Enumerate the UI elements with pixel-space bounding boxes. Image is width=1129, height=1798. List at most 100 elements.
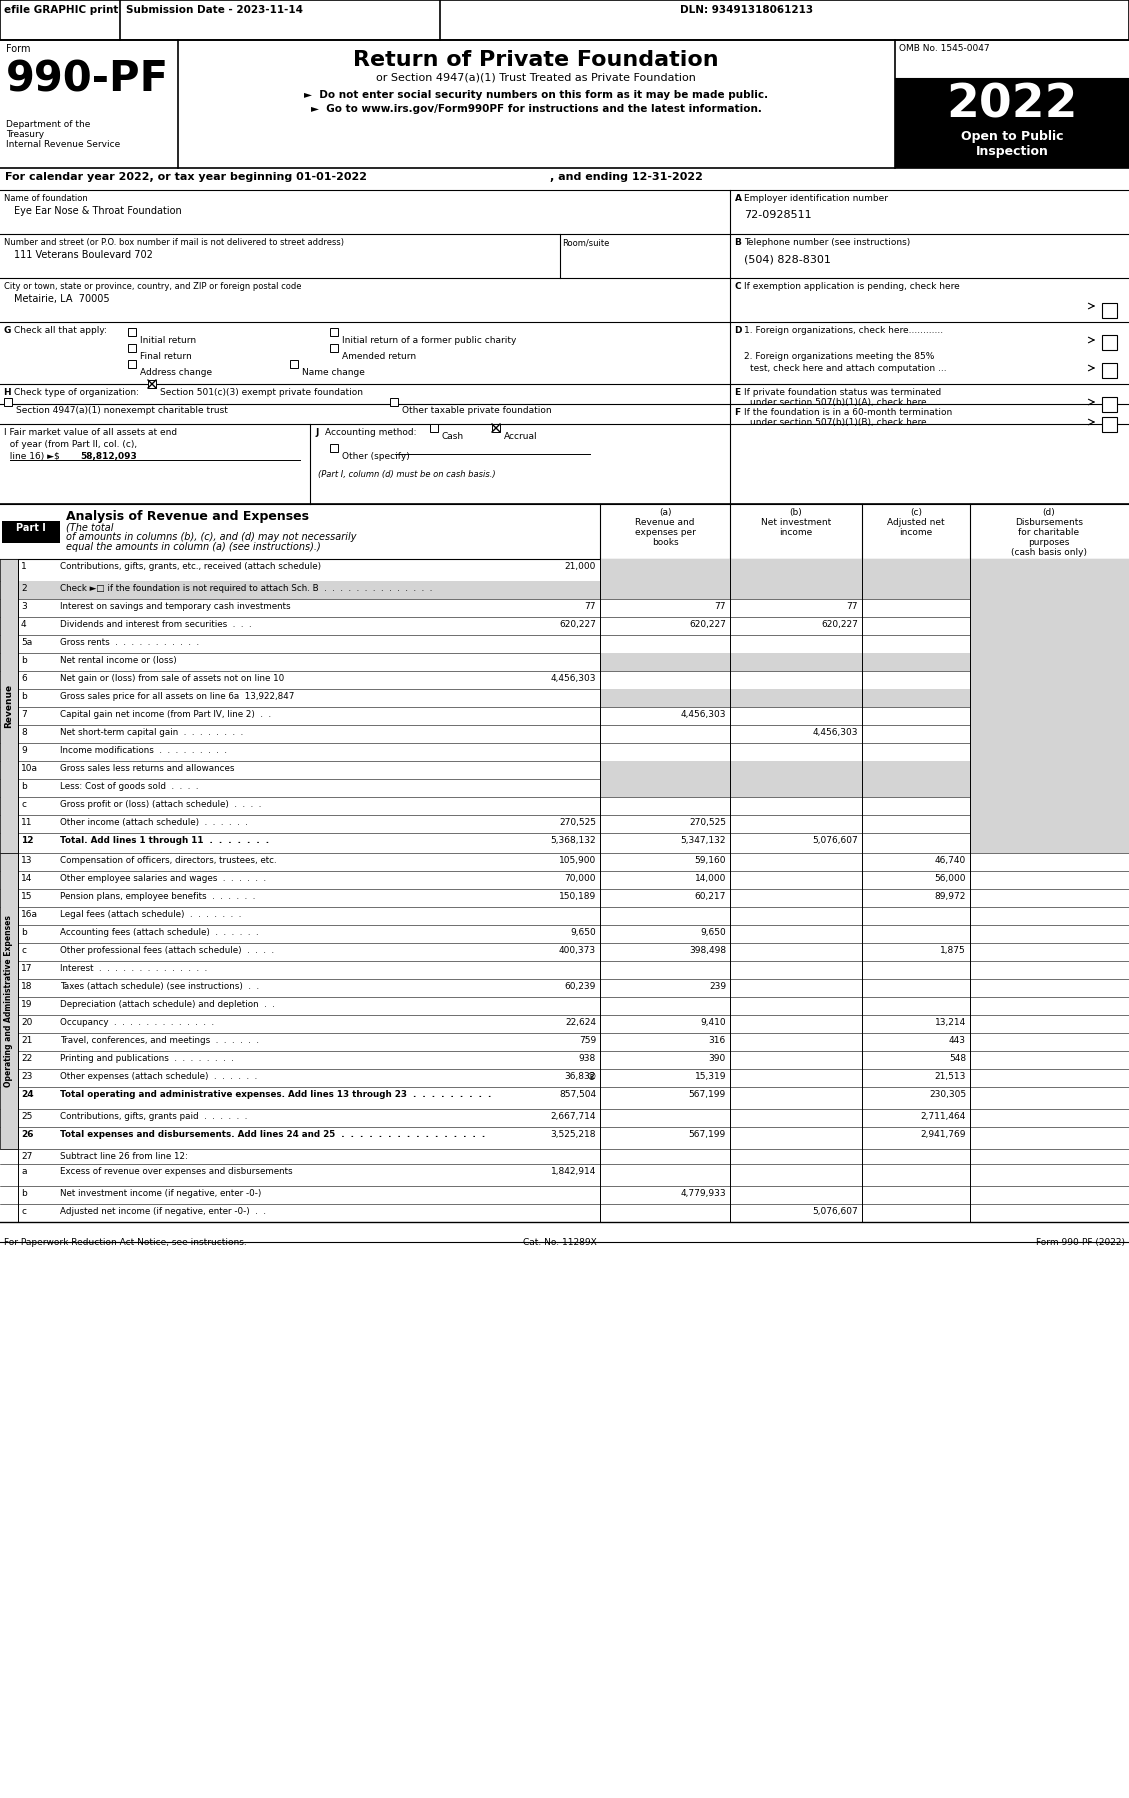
Text: Travel, conferences, and meetings  .  .  .  .  .  .: Travel, conferences, and meetings . . . … [60, 1036, 259, 1045]
Bar [599, 779, 1129, 797]
Text: 26: 26 [21, 1129, 34, 1138]
Text: expenses per: expenses per [634, 529, 695, 538]
Text: 12: 12 [21, 836, 34, 845]
Text: Metairie, LA  70005: Metairie, LA 70005 [14, 295, 110, 304]
Text: line 16) ►$: line 16) ►$ [5, 451, 62, 460]
Text: 77: 77 [847, 602, 858, 611]
Text: 2,941,769: 2,941,769 [920, 1129, 966, 1138]
Text: City or town, state or province, country, and ZIP or foreign postal code: City or town, state or province, country… [5, 282, 301, 291]
Text: 5a: 5a [21, 638, 33, 647]
Text: 58,812,093: 58,812,093 [80, 451, 137, 460]
Text: books: books [651, 538, 679, 547]
Text: Employer identification number: Employer identification number [744, 194, 889, 203]
Text: Operating and Administrative Expenses: Operating and Administrative Expenses [5, 915, 14, 1088]
Text: Analysis of Revenue and Expenses: Analysis of Revenue and Expenses [65, 511, 309, 523]
Bar [599, 689, 1129, 707]
Bar [895, 77, 1129, 167]
Text: ►  Go to www.irs.gov/Form990PF for instructions and the latest information.: ► Go to www.irs.gov/Form990PF for instru… [310, 104, 761, 113]
Text: Revenue and: Revenue and [636, 518, 694, 527]
Text: Form 990-PF (2022): Form 990-PF (2022) [1036, 1239, 1124, 1248]
Text: Total operating and administrative expenses. Add lines 13 through 23  .  .  .  .: Total operating and administrative expen… [60, 1090, 491, 1099]
Text: efile GRAPHIC print: efile GRAPHIC print [5, 5, 119, 14]
Text: Contributions, gifts, grants paid  .  .  .  .  .  .: Contributions, gifts, grants paid . . . … [60, 1111, 247, 1120]
Text: 567,199: 567,199 [689, 1090, 726, 1099]
Text: 5,368,132: 5,368,132 [550, 836, 596, 845]
Bar [390, 397, 399, 406]
Text: 2,667,714: 2,667,714 [551, 1111, 596, 1120]
Text: 4: 4 [21, 620, 27, 629]
Text: 270,525: 270,525 [689, 818, 726, 827]
Text: 21,000: 21,000 [564, 563, 596, 572]
Text: 938: 938 [579, 1054, 596, 1063]
Text: Accrual: Accrual [504, 432, 537, 441]
Text: Total expenses and disbursements. Add lines 24 and 25  .  .  .  .  .  .  .  .  .: Total expenses and disbursements. Add li… [60, 1129, 485, 1138]
Text: I Fair market value of all assets at end: I Fair market value of all assets at end [5, 428, 177, 437]
Text: 1: 1 [21, 563, 27, 572]
Text: A: A [735, 194, 745, 203]
Text: Eye Ear Nose & Throat Foundation: Eye Ear Nose & Throat Foundation [14, 207, 182, 216]
Text: 150,189: 150,189 [559, 892, 596, 901]
Text: Net gain or (loss) from sale of assets not on line 10: Net gain or (loss) from sale of assets n… [60, 674, 285, 683]
Text: Name change: Name change [301, 369, 365, 378]
Bar [148, 379, 156, 388]
Text: a: a [21, 1167, 26, 1176]
Text: Internal Revenue Service: Internal Revenue Service [6, 140, 121, 149]
Text: Legal fees (attach schedule)  .  .  .  .  .  .  .: Legal fees (attach schedule) . . . . . .… [60, 910, 242, 919]
Text: For calendar year 2022, or tax year beginning 01-01-2022: For calendar year 2022, or tax year begi… [5, 173, 367, 182]
Text: Dividends and interest from securities  .  .  .: Dividends and interest from securities .… [60, 620, 252, 629]
Bar [1102, 417, 1117, 432]
Text: Pension plans, employee benefits  .  .  .  .  .  .: Pension plans, employee benefits . . . .… [60, 892, 255, 901]
Text: 56,000: 56,000 [935, 874, 966, 883]
Text: Contributions, gifts, grants, etc., received (attach schedule): Contributions, gifts, grants, etc., rece… [60, 563, 321, 572]
Text: 21,513: 21,513 [935, 1072, 966, 1081]
Text: 9,650: 9,650 [570, 928, 596, 937]
Text: 443: 443 [949, 1036, 966, 1045]
Text: Occupancy  .  .  .  .  .  .  .  .  .  .  .  .  .: Occupancy . . . . . . . . . . . . . [60, 1018, 215, 1027]
Text: 10a: 10a [21, 764, 38, 773]
Text: Adjusted net: Adjusted net [887, 518, 945, 527]
Text: Disbursements: Disbursements [1015, 518, 1083, 527]
Text: Subtract line 26 from line 12:: Subtract line 26 from line 12: [60, 1153, 187, 1162]
Bar [970, 743, 1129, 761]
Text: Open to Public
Inspection: Open to Public Inspection [961, 129, 1064, 158]
Bar [330, 444, 338, 451]
Text: Excess of revenue over expenses and disbursements: Excess of revenue over expenses and disb… [60, 1167, 292, 1176]
Text: Amended return: Amended return [342, 352, 417, 361]
Text: Check type of organization:: Check type of organization: [14, 388, 139, 397]
Text: 548: 548 [948, 1054, 966, 1063]
Text: 77: 77 [585, 602, 596, 611]
Bar [1102, 397, 1117, 412]
Text: Taxes (attach schedule) (see instructions)  .  .: Taxes (attach schedule) (see instruction… [60, 982, 260, 991]
Text: Check ►□ if the foundation is not required to attach Sch. B  .  .  .  .  .  .  .: Check ►□ if the foundation is not requir… [60, 584, 432, 593]
Bar [970, 707, 1129, 725]
Text: 17: 17 [21, 964, 33, 973]
Text: 14,000: 14,000 [694, 874, 726, 883]
Text: Gross sales less returns and allowances: Gross sales less returns and allowances [60, 764, 235, 773]
Bar [970, 725, 1129, 743]
Text: 857,504: 857,504 [559, 1090, 596, 1099]
Bar [5, 397, 12, 406]
Bar [970, 671, 1129, 689]
Text: 111 Veterans Boulevard 702: 111 Veterans Boulevard 702 [14, 250, 152, 261]
Text: 22: 22 [21, 1054, 33, 1063]
Text: income: income [900, 529, 933, 538]
Text: 2. Foreign organizations meeting the 85%: 2. Foreign organizations meeting the 85% [744, 352, 935, 361]
Text: b: b [21, 928, 27, 937]
Text: Other expenses (attach schedule)  .  .  .  .  .  .: Other expenses (attach schedule) . . . .… [60, 1072, 257, 1081]
Text: Name of foundation: Name of foundation [5, 194, 88, 203]
Text: 5,076,607: 5,076,607 [812, 1206, 858, 1215]
Text: 270,525: 270,525 [559, 818, 596, 827]
Text: Other taxable private foundation: Other taxable private foundation [402, 406, 552, 415]
Text: 8: 8 [21, 728, 27, 737]
Text: 5,347,132: 5,347,132 [681, 836, 726, 845]
Bar [1102, 334, 1117, 351]
Text: 21: 21 [21, 1036, 33, 1045]
Text: ►  Do not enter social security numbers on this form as it may be made public.: ► Do not enter social security numbers o… [304, 90, 768, 101]
Text: 567,199: 567,199 [689, 1129, 726, 1138]
Bar [970, 635, 1129, 653]
Text: Address change: Address change [140, 369, 212, 378]
Text: 2: 2 [21, 584, 27, 593]
Text: E: E [735, 388, 744, 397]
Text: for charitable: for charitable [1018, 529, 1079, 538]
Text: C: C [735, 282, 745, 291]
